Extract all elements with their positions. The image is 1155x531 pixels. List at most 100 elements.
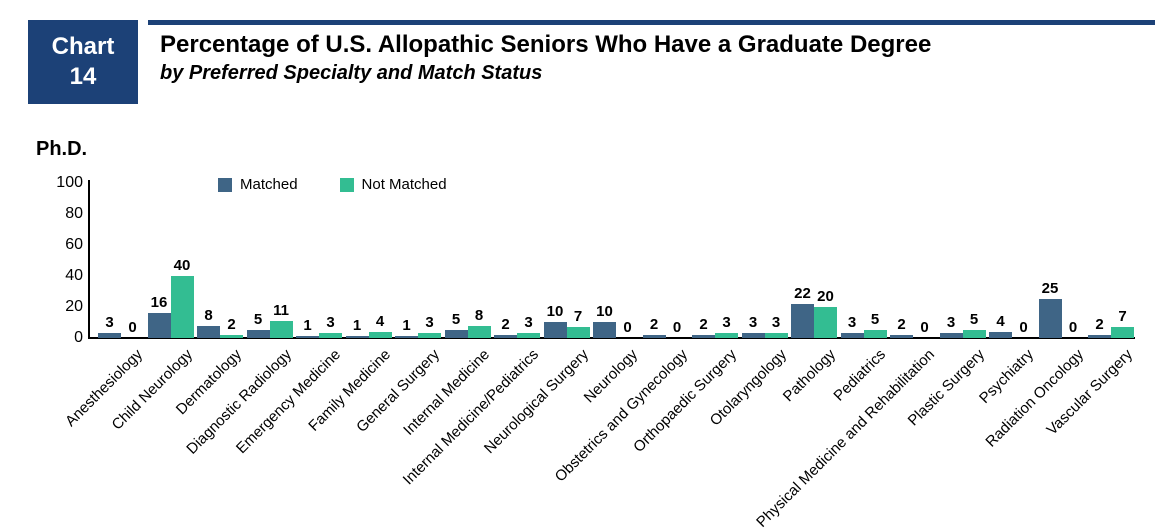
- bar-matched: [791, 304, 814, 338]
- legend-swatch: [218, 177, 232, 192]
- bar-value-label: 4: [375, 313, 385, 330]
- bar-matched: [494, 335, 517, 338]
- bar-value-label: 22: [794, 285, 811, 302]
- bar-value-label: 25: [1041, 280, 1059, 297]
- bar-value-label: 0: [128, 319, 137, 336]
- bar-matched: [642, 335, 666, 338]
- bar-value-label: 1: [352, 317, 362, 334]
- bar-value-label: 2: [649, 316, 659, 333]
- bar-value-label: 3: [425, 314, 434, 331]
- bar-value-label: 2: [699, 316, 708, 333]
- bar-not-matched: [368, 332, 392, 338]
- bar-not-matched: [269, 321, 293, 338]
- bar-value-label: 4: [996, 313, 1005, 330]
- bar-matched: [939, 333, 963, 338]
- bar-not-matched: [566, 327, 590, 338]
- bar-value-label: 20: [817, 288, 834, 305]
- bar-matched: [345, 336, 369, 338]
- bar-not-matched: [517, 333, 540, 338]
- bar-matched: [692, 335, 715, 338]
- bar-matched: [395, 336, 418, 338]
- bar-not-matched: [814, 307, 837, 338]
- bar-matched: [1088, 335, 1111, 338]
- bar-not-matched: [220, 335, 243, 338]
- bar-value-label: 3: [105, 314, 114, 331]
- bar-value-label: 0: [672, 319, 682, 336]
- title-rule: [148, 20, 1155, 25]
- bar-matched: [197, 326, 220, 338]
- y-axis-tick-label: 80: [65, 205, 83, 222]
- bar-value-label: 8: [474, 307, 484, 324]
- bar-value-label: 3: [722, 314, 731, 331]
- bar-value-label: 10: [596, 303, 613, 320]
- bar-matched: [98, 333, 121, 338]
- bar-value-label: 2: [1095, 316, 1104, 333]
- bar-matched: [989, 332, 1012, 338]
- bar-value-label: 0: [623, 319, 632, 336]
- bar-value-label: 40: [173, 257, 191, 274]
- bar-matched: [246, 330, 270, 338]
- bar-value-label: 2: [501, 316, 510, 333]
- bar-value-label: 3: [847, 314, 857, 331]
- bar-value-label: 3: [524, 314, 533, 331]
- bar-value-label: 7: [1118, 308, 1127, 325]
- chart-title: Percentage of U.S. Allopathic Seniors Wh…: [160, 31, 932, 58]
- bar-value-label: 0: [920, 319, 929, 336]
- bar-value-label: 11: [273, 302, 289, 319]
- bar-value-label: 2: [227, 316, 236, 333]
- legend-item-not-matched: Not Matched: [339, 176, 447, 193]
- y-axis-line: [88, 180, 90, 339]
- bar-value-label: 16: [150, 294, 168, 311]
- bar-value-label: 3: [946, 314, 956, 331]
- y-axis-tick-label: 0: [74, 329, 83, 346]
- bar-not-matched: [962, 330, 986, 338]
- legend: Matched Not Matched: [218, 176, 447, 193]
- bar-value-label: 3: [748, 314, 758, 331]
- bar-value-label: 5: [969, 311, 979, 328]
- bar-value-label: 0: [1068, 319, 1078, 336]
- legend-item-matched: Matched: [218, 176, 298, 193]
- chart-number-label: Chart: [51, 33, 115, 60]
- chart-number-value: 14: [69, 63, 97, 90]
- bar-matched: [741, 333, 765, 338]
- bar-not-matched: [319, 333, 342, 338]
- bar-value-label: 8: [204, 307, 213, 324]
- chart-number-badge: Chart 14: [28, 20, 138, 104]
- bar-value-label: 1: [303, 317, 312, 334]
- chart-subtitle: by Preferred Specialty and Match Status: [160, 62, 543, 84]
- bar-matched: [890, 335, 913, 338]
- bar-value-label: 5: [870, 311, 880, 328]
- bar-value-label: 7: [573, 308, 583, 325]
- bar-value-label: 5: [451, 311, 461, 328]
- bar-value-label: 10: [546, 303, 564, 320]
- bar-value-label: 1: [402, 317, 411, 334]
- bar-not-matched: [170, 276, 194, 338]
- x-axis-line: [88, 337, 1135, 339]
- bar-not-matched: [764, 333, 788, 338]
- bar-value-label: 0: [1019, 319, 1028, 336]
- bar-matched: [840, 333, 864, 338]
- bar-matched: [444, 330, 468, 338]
- bar-matched: [147, 313, 171, 338]
- bar-not-matched: [1111, 327, 1134, 338]
- legend-label: Not Matched: [361, 176, 447, 193]
- bar-not-matched: [418, 333, 441, 338]
- y-axis-title: Ph.D.: [36, 138, 88, 160]
- y-axis-tick-label: 60: [65, 236, 83, 253]
- y-axis-tick-label: 100: [56, 174, 83, 191]
- y-axis-tick-label: 20: [65, 298, 83, 315]
- legend-swatch: [339, 177, 354, 192]
- y-axis-tick-label: 40: [65, 267, 83, 284]
- bar-matched: [543, 322, 567, 338]
- bar-value-label: 5: [253, 311, 263, 328]
- legend-label: Matched: [240, 176, 298, 193]
- bar-value-label: 3: [771, 314, 781, 331]
- bar-matched: [593, 322, 616, 338]
- bar-value-label: 2: [897, 316, 906, 333]
- bar-value-label: 3: [326, 314, 335, 331]
- bar-not-matched: [467, 326, 491, 338]
- bar-not-matched: [863, 330, 887, 338]
- bar-matched: [1038, 299, 1062, 338]
- bar-matched: [296, 336, 319, 338]
